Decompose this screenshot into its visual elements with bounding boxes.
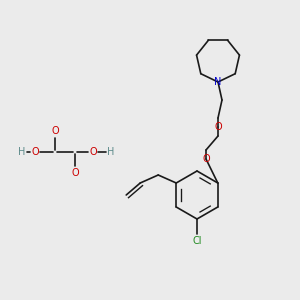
Text: O: O (214, 122, 222, 132)
Text: O: O (89, 147, 97, 157)
Text: O: O (202, 154, 210, 164)
Text: H: H (18, 147, 26, 157)
Text: O: O (51, 126, 59, 136)
Text: H: H (107, 147, 115, 157)
Text: Cl: Cl (192, 236, 202, 246)
Text: O: O (71, 168, 79, 178)
Text: N: N (214, 77, 222, 87)
Text: O: O (31, 147, 39, 157)
